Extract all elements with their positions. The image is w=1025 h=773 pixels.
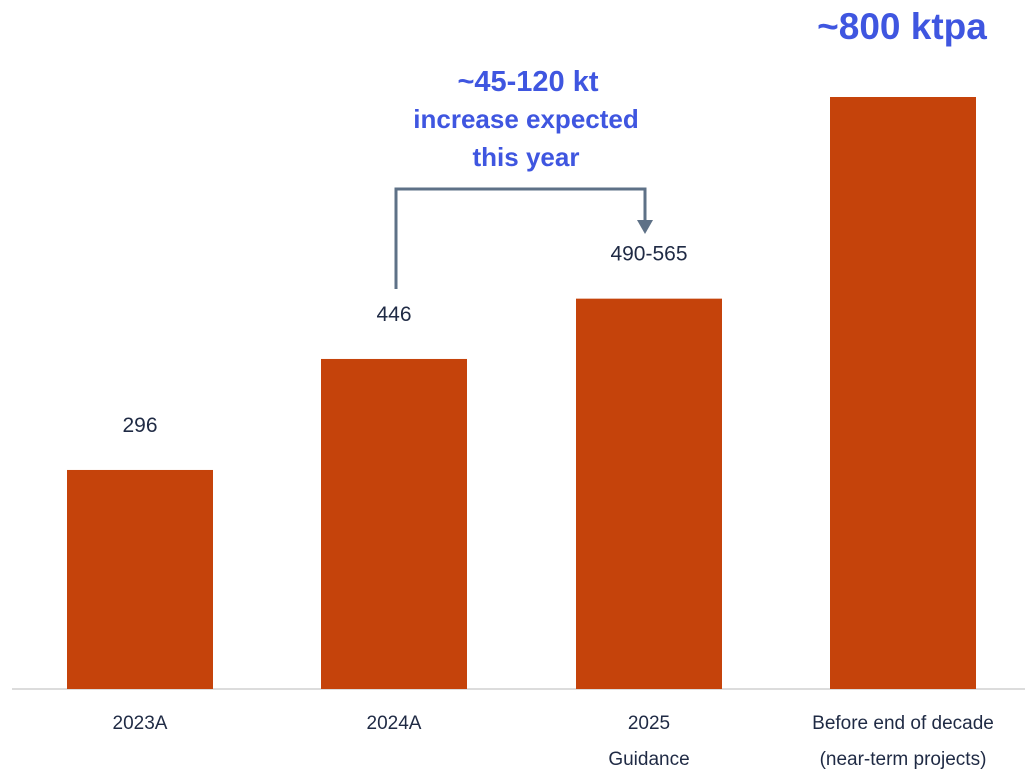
value-label-3: 490-565 bbox=[610, 243, 687, 266]
category-label-2: 2024A bbox=[367, 713, 422, 734]
category-label-3-line2: Guidance bbox=[608, 749, 689, 770]
increase-arrow bbox=[394, 187, 653, 289]
category-label-3-line1: 2025 bbox=[628, 713, 670, 734]
category-label-4-line2: (near-term projects) bbox=[820, 749, 987, 770]
target-capacity-label: ~800 ktpa bbox=[817, 6, 987, 47]
bar-1 bbox=[67, 469, 213, 689]
value-label-1: 296 bbox=[122, 414, 157, 437]
category-label-1: 2023A bbox=[113, 713, 168, 734]
increase-arrow-head bbox=[637, 220, 653, 234]
category-label-4-line1: Before end of decade bbox=[812, 713, 994, 734]
bar-2 bbox=[321, 358, 467, 689]
bars-group bbox=[67, 97, 976, 689]
bar-4 bbox=[830, 97, 976, 689]
increase-annotation-line2: increase expected bbox=[413, 104, 638, 134]
bar-3 bbox=[576, 298, 722, 689]
increase-annotation-line1: ~45-120 kt bbox=[457, 66, 598, 98]
value-labels-group: 296 446 490-565 bbox=[122, 243, 687, 437]
category-labels-group: 2023A 2024A 2025 Guidance Before end of deca… bbox=[113, 713, 994, 770]
value-label-2: 446 bbox=[376, 303, 411, 326]
increase-annotation-line3: this year bbox=[473, 142, 580, 172]
increase-arrow-line bbox=[394, 187, 647, 289]
